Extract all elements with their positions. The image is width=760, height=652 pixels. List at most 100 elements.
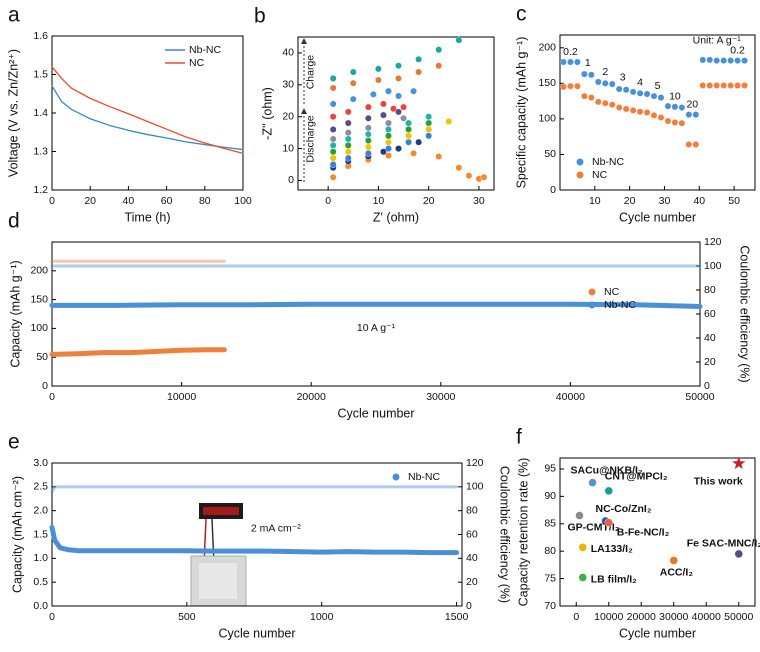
data-point — [344, 108, 352, 116]
annotation: 10 A g⁻¹ — [357, 322, 396, 334]
panel-label: e — [8, 431, 20, 454]
data-point — [734, 82, 741, 89]
annotation: 2 — [602, 66, 608, 78]
data-point — [650, 92, 658, 100]
x-tick-label: 10000 — [594, 611, 623, 623]
x-tick-label: 0 — [325, 195, 331, 207]
y-tick-label: 150 — [30, 293, 48, 305]
data-point — [410, 149, 417, 157]
data-point — [601, 79, 609, 87]
x-tick-label: 80 — [199, 195, 211, 207]
data-point — [395, 75, 402, 82]
y-tick-label: 50 — [36, 351, 48, 363]
y-tick-label: 1.5 — [33, 68, 48, 80]
data-point — [435, 153, 443, 160]
y-tick-label: 100 — [30, 322, 48, 334]
x-tick-label: 30000 — [659, 611, 688, 623]
data-point — [580, 92, 588, 100]
data-point — [405, 119, 412, 127]
data-point — [664, 102, 672, 110]
data-point — [713, 57, 721, 64]
y-tick-label: 2.0 — [33, 504, 48, 516]
x-tick-label: 40000 — [692, 611, 721, 623]
y-tick-label: 70 — [544, 600, 556, 612]
y-tick-label: 1.0 — [33, 552, 48, 564]
data-point — [588, 478, 597, 487]
y2-tick-label: 60 — [704, 308, 716, 320]
y2-tick-label: 40 — [466, 552, 478, 564]
data-point — [455, 36, 463, 44]
data-point — [604, 486, 613, 496]
data-point — [395, 62, 402, 70]
data-point — [329, 141, 337, 149]
x-tick-label: 20000 — [627, 611, 656, 623]
data-point — [480, 173, 488, 181]
x-axis-title: Z' (ohm) — [373, 210, 419, 224]
y-tick-label: 1.6 — [33, 30, 48, 42]
data-line — [49, 524, 460, 556]
y2-tick-label: 40 — [704, 332, 716, 344]
y-tick-label: 75 — [544, 572, 556, 584]
data-point — [692, 111, 700, 119]
y-tick-label: 200 — [538, 42, 556, 54]
data-point — [329, 154, 337, 162]
data-point — [678, 104, 686, 111]
device-photo — [190, 503, 247, 607]
data-point — [385, 87, 392, 95]
data-point — [405, 138, 412, 146]
x-tick-label: 50000 — [685, 391, 714, 403]
data-point — [364, 143, 372, 151]
legend-swatch — [576, 158, 584, 166]
legend-swatch — [576, 171, 584, 179]
data-point — [574, 82, 581, 90]
x-tick-label: 20 — [624, 195, 636, 207]
data-point — [713, 82, 721, 89]
data-point — [671, 103, 679, 111]
data-point — [685, 141, 693, 148]
y-tick-label: 200 — [30, 265, 48, 277]
panel-label: f — [516, 426, 522, 449]
data-point — [643, 90, 651, 98]
data-line — [51, 85, 244, 151]
y-tick-label: 1.2 — [33, 184, 48, 196]
data-point — [465, 172, 473, 180]
data-point — [395, 92, 402, 100]
annotation: 2 mA cm⁻² — [251, 523, 301, 535]
arrow-head — [301, 38, 307, 44]
data-point — [636, 108, 644, 116]
y-tick-label: 3.0 — [33, 457, 48, 469]
data-point — [405, 126, 412, 133]
data-point — [375, 76, 382, 84]
data-point — [706, 56, 714, 64]
y2-tick-label: 80 — [466, 504, 478, 516]
data-point — [329, 161, 337, 168]
data-point — [445, 118, 453, 125]
panel-label: c — [516, 3, 527, 26]
y-axis-title: Capacity retention rate (%) — [516, 458, 530, 607]
plot-frame — [297, 36, 495, 191]
data-point — [395, 108, 402, 116]
data-point — [727, 57, 735, 64]
legend-label: Nb-NC — [189, 44, 222, 56]
annotation: 10 — [669, 91, 681, 103]
data-line — [49, 347, 227, 357]
legend-swatch — [588, 288, 596, 296]
data-point — [567, 82, 574, 90]
data-point — [608, 101, 616, 109]
legend-label: Nb-NC — [408, 471, 441, 483]
annotation: Unit: A g⁻¹ — [693, 34, 742, 46]
plot-frame — [51, 241, 701, 387]
point-label: B-Fe-NC/I₂ — [617, 526, 670, 538]
x-axis-title: Cycle number — [218, 626, 295, 640]
x-axis-title: Time (h) — [124, 210, 170, 224]
data-point — [699, 82, 707, 89]
x-axis-title: Cycle number — [619, 210, 696, 224]
data-point — [344, 141, 352, 149]
x-tick-label: 40 — [693, 195, 705, 207]
data-point — [741, 57, 748, 64]
x-tick-label: 0 — [49, 611, 55, 623]
data-point — [699, 56, 707, 64]
y-axis-title: Capacity (mAh g⁻¹) — [8, 260, 22, 367]
data-point — [329, 148, 337, 156]
